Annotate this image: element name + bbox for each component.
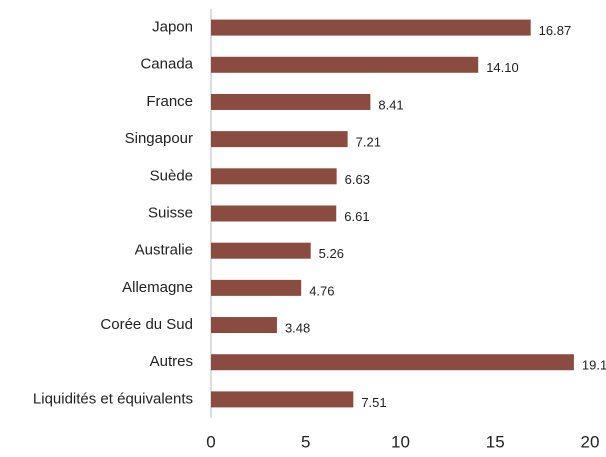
y-tick-label: Allemagne [122, 279, 193, 296]
value-label: 7.51 [361, 395, 386, 410]
x-tick-label: 5 [301, 432, 310, 451]
bar [211, 242, 311, 259]
value-label: 19.15 [582, 358, 606, 373]
y-tick-label: Suède [150, 167, 193, 184]
value-label: 7.21 [356, 135, 381, 150]
bar [211, 93, 371, 110]
x-tick-label: 10 [391, 432, 410, 451]
x-tick-label: 0 [206, 432, 215, 451]
bar [211, 317, 277, 334]
x-tick-label: 20 [581, 432, 600, 451]
y-tick-label: Suisse [148, 204, 193, 221]
bar [211, 391, 354, 408]
bar [211, 131, 348, 148]
bar [211, 205, 337, 222]
y-tick-label: Canada [140, 56, 193, 73]
bar [211, 56, 479, 73]
value-label: 16.87 [539, 23, 572, 38]
x-tick-label: 15 [486, 432, 505, 451]
value-label: 14.10 [486, 60, 519, 75]
y-tick-label: Australie [135, 242, 193, 259]
y-tick-label: France [146, 93, 193, 110]
value-label: 3.48 [285, 320, 310, 335]
y-tick-label: Corée du Sud [100, 316, 193, 333]
value-label: 8.41 [378, 97, 403, 112]
bar [211, 354, 574, 371]
value-label: 4.76 [309, 283, 334, 298]
value-label: 6.61 [344, 209, 369, 224]
bar [211, 19, 531, 36]
y-tick-label: Japon [152, 19, 193, 36]
value-label: 5.26 [319, 246, 344, 261]
bar [211, 279, 302, 296]
y-tick-label: Autres [150, 353, 193, 370]
bar [211, 168, 337, 185]
y-tick-label: Liquidités et équivalents [33, 390, 193, 407]
y-tick-label: Singapour [125, 130, 193, 147]
value-label: 6.63 [345, 172, 370, 187]
